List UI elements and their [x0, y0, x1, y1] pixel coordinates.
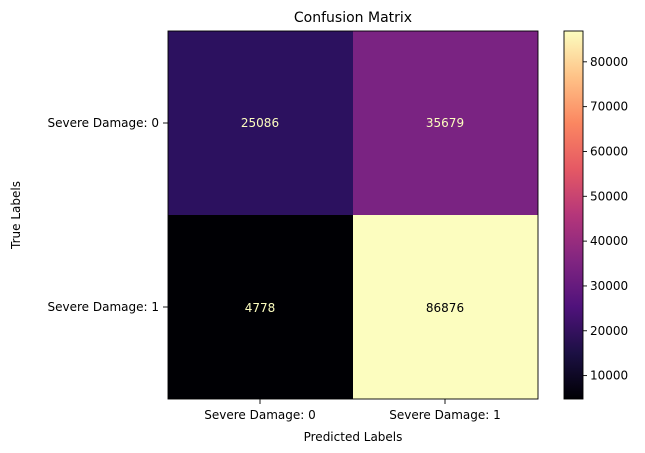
cell-value-0-1: 35679 [426, 116, 464, 130]
x-axis-label: Predicted Labels [304, 430, 403, 444]
colorbar: 10000 20000 30000 40000 50000 60000 70000 80000 [563, 30, 628, 400]
y-axis: Severe Damage: 0 Severe Damage: 1 True L… [9, 116, 168, 314]
cell-1-1 [353, 215, 538, 399]
x-tick-label-0: Severe Damage: 0 [204, 408, 315, 422]
cell-1-0 [168, 215, 353, 399]
colorbar-tick-label-6: 70000 [590, 100, 628, 114]
cell-value-1-1: 86876 [426, 301, 464, 315]
x-axis: Severe Damage: 0 Severe Damage: 1 Predic… [204, 399, 501, 444]
colorbar-tick-label-1: 20000 [590, 324, 628, 338]
colorbar-tick-label-5: 60000 [590, 144, 628, 158]
plot-frame [167, 30, 539, 400]
y-tick-label-1: Severe Damage: 1 [48, 300, 159, 314]
colorbar-ticks: 10000 20000 30000 40000 50000 60000 70000 80000 [583, 55, 628, 383]
colorbar-tick-label-7: 80000 [590, 55, 628, 69]
cell-0-1 [353, 31, 538, 215]
cell-value-labels: 25086 35679 4778 86876 [241, 116, 464, 315]
colorbar-tick-label-4: 50000 [590, 189, 628, 203]
heatmap-cells [168, 31, 538, 399]
y-tick-label-0: Severe Damage: 0 [48, 116, 159, 130]
cell-0-0 [168, 31, 353, 215]
colorbar-tick-label-3: 40000 [590, 234, 628, 248]
cell-value-0-0: 25086 [241, 116, 279, 130]
y-axis-label: True Labels [9, 181, 23, 250]
colorbar-tick-label-2: 30000 [590, 279, 628, 293]
x-tick-label-1: Severe Damage: 1 [389, 408, 500, 422]
colorbar-gradient [563, 30, 584, 400]
chart-title: Confusion Matrix [294, 10, 412, 26]
colorbar-tick-label-0: 10000 [590, 369, 628, 383]
cell-value-1-0: 4778 [245, 301, 276, 315]
